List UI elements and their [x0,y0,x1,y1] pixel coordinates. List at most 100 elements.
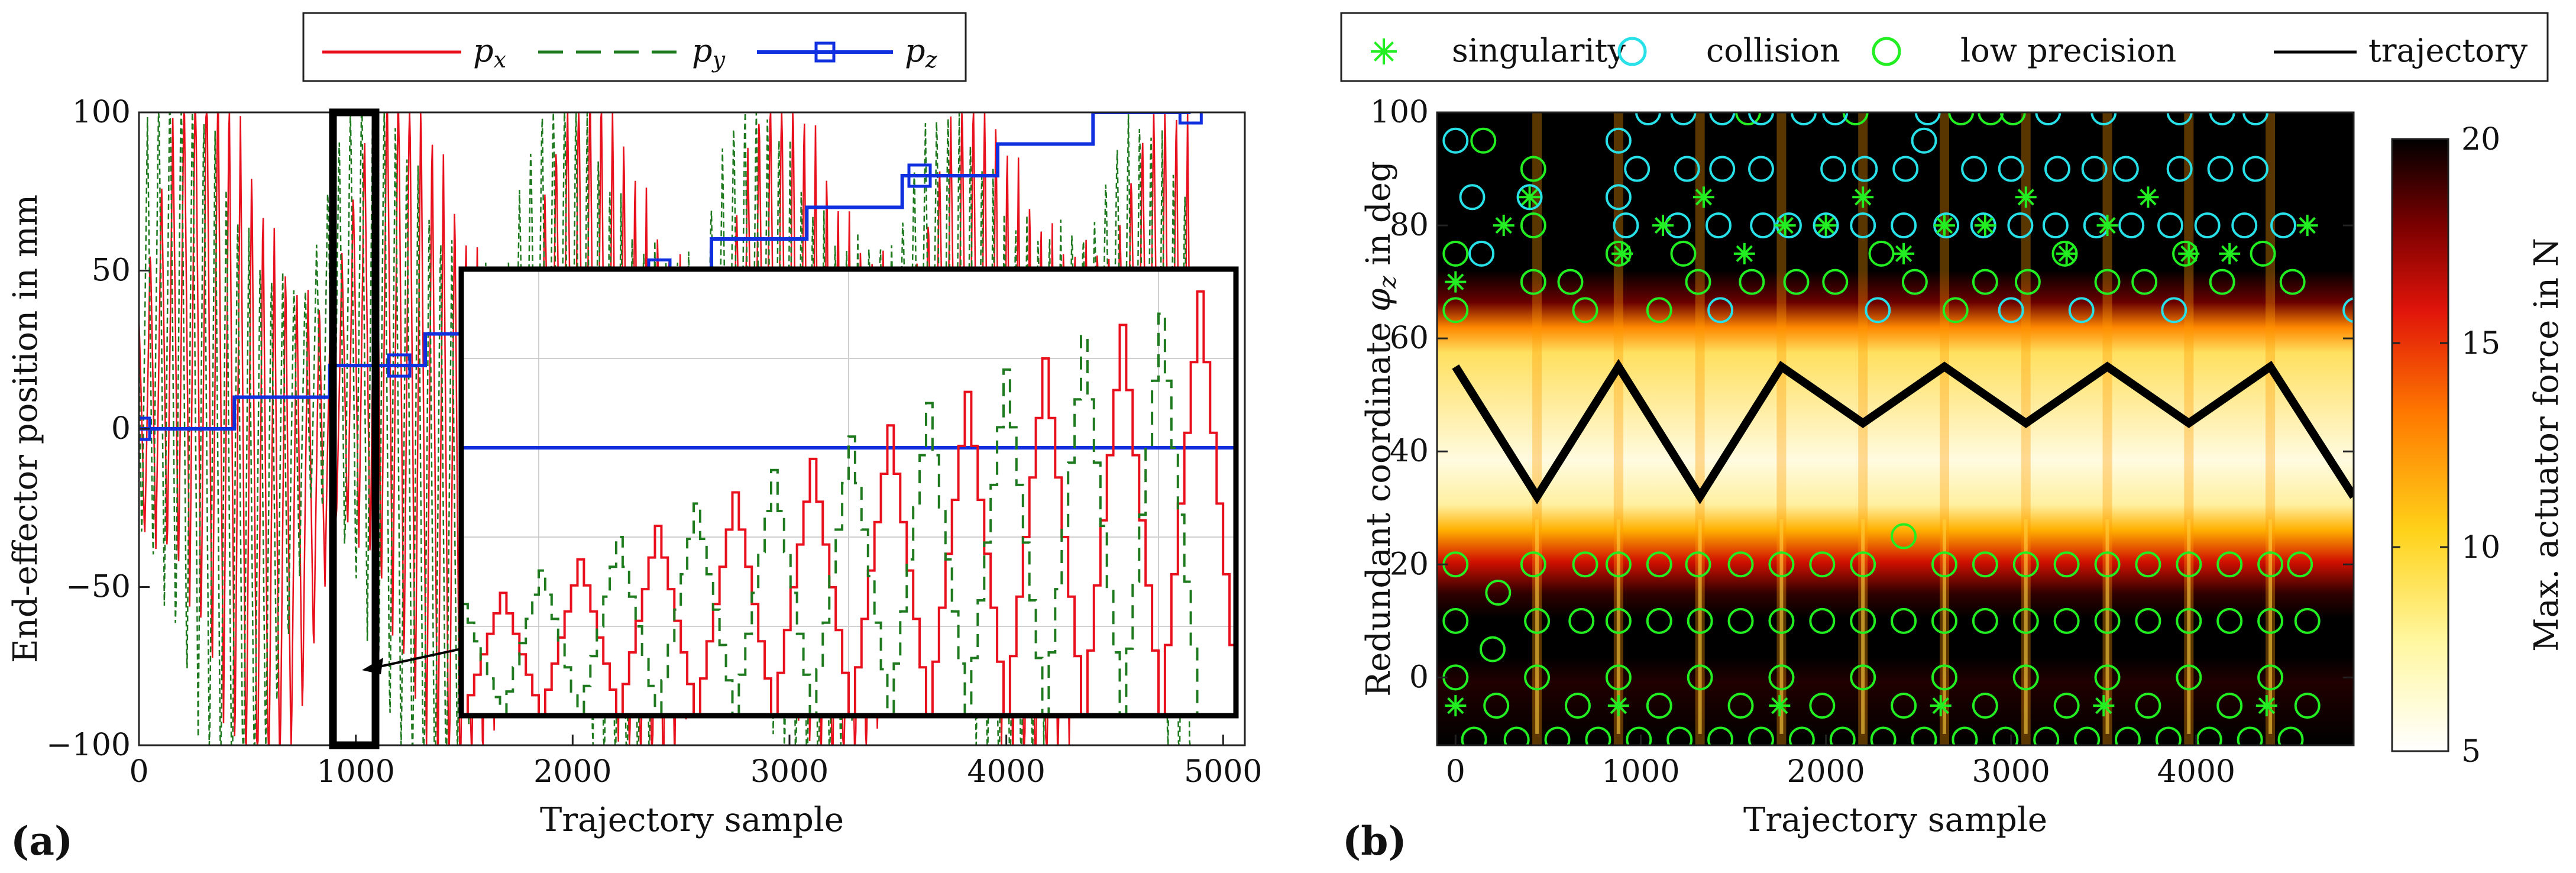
low-precision-marker [1727,607,1754,634]
legend-low-precision-label: low precision [1960,32,2176,69]
asterisk-stroke [1855,189,1872,206]
singularity-marker [1692,186,1714,208]
collision-marker [1707,297,1734,324]
heatmap-hot-stripe [1942,519,1946,734]
legend-pz-label: pz [905,32,938,73]
singularity-marker [2255,695,2277,717]
singularity-marker [1769,695,1791,717]
asterisk-stroke [2299,216,2316,234]
low-precision-marker [1931,551,1957,578]
collision-marker [2166,112,2193,125]
heatmap-hot-stripe [1613,112,1623,745]
asterisk-stroke [1936,216,1953,234]
x-tick-label: 4000 [967,754,1045,790]
heatmap-hot-stripe [2266,112,2276,745]
singularity-marker [2178,242,2200,264]
y-tick-label: 0 [111,411,131,447]
heatmap-hot-stripe [1939,112,1949,745]
panel-b-ylabel: Redundant coordinate φz in deg [1360,161,1402,697]
low-precision-marker [2012,551,2039,578]
low-precision-marker [1479,636,1506,662]
x-tick-label: 1000 [316,754,394,790]
low-precision-marker [2237,726,2263,745]
panel-a-ticks: 0 1000 2000 3000 4000 5000 −100 −50 0 50 100 [46,95,1262,790]
collision-marker [1911,127,1937,154]
low-precision-marker [1768,607,1795,634]
panel-a-legend: px py pz [302,12,967,82]
low-precision-marker [2294,607,2321,634]
low-precision-marker [1850,664,1876,691]
asterisk-stroke [1895,245,1912,262]
low-precision-marker [1972,269,1998,295]
y-tick-label: 80 [1390,208,1429,243]
heatmap-hot-stripe [2187,519,2191,734]
x-tick-label: 0 [1446,754,1465,790]
inset-frame [458,266,1239,719]
low-precision-marker [2135,693,2161,719]
collision-marker [2081,156,2108,182]
low-precision-marker [2277,726,2304,745]
pz-marker [387,353,412,378]
low-precision-marker [2216,551,2243,578]
y-tick-label: 40 [1390,434,1429,469]
singularity-marker [1493,215,1514,237]
low-precision-marker [2196,726,2222,745]
colorbar-label: Max. actuator force in N [2528,238,2566,652]
low-precision-marker [2131,269,2158,295]
low-precision-marker [1972,693,1998,719]
colorbar-tick-label: 5 [2461,734,2481,769]
singularity-marker [1774,215,1796,237]
low-precision-marker [1942,297,1969,324]
collision-marker [1605,184,1632,211]
inset-py-line [461,312,1204,716]
low-precision-marker [1646,551,1672,578]
collision-marker [2118,212,2145,239]
asterisk-stroke [1521,189,1538,206]
low-precision-marker [1978,112,2004,125]
collision-marker [2209,112,2235,125]
singularity-marker [2015,186,2037,208]
heatmap-hot-stripe [2268,519,2273,734]
asterisk-stroke [2099,216,2116,234]
trajectory-group [1452,358,2354,505]
singularity-marker [1815,215,1837,237]
collision-marker [2042,212,2069,239]
collision-marker [1998,297,2024,324]
low-precision-marker [2257,607,2284,634]
low-precision-marker [1783,269,1810,295]
heatmap [1437,112,2354,745]
x-tick-label: 5000 [1184,754,1262,790]
asterisk-stroke [1495,216,1512,234]
low-precision-marker [1972,607,1998,634]
singularity-marker [1519,186,1541,208]
low-precision-marker [2209,269,2235,295]
colorbar-tick-label: 10 [2461,530,2500,565]
collision-marker [1865,297,1891,324]
low-precision-marker [1503,726,1530,745]
low-precision-marker [1972,551,1998,578]
heatmap-hot-stripe [1861,519,1865,734]
legend-singularity-label: singularity [1452,32,1626,69]
low-precision-marker [1568,607,1595,634]
low-precision-marker [1564,693,1591,719]
asterisk-stroke [2258,697,2275,714]
asterisk-stroke [1695,189,1713,206]
trajectory-line [1452,358,2354,505]
asterisk-stroke [1736,245,1753,262]
low-precision-marker [1485,580,1512,606]
low-precision-marker [2094,269,2121,295]
x-tick-label: 1000 [1601,754,1679,790]
heatmap-hot-stripe [1616,519,1620,734]
low-precision-marker [1572,297,1598,324]
collision-marker [1605,127,1632,154]
inset-series [461,290,1236,716]
y-tick-label: −50 [66,570,131,605]
asterisk-stroke [1447,697,1464,714]
asterisk-stroke [2058,245,2075,262]
collision-marker [1891,212,1917,239]
low-precision-marker [1687,607,1713,634]
low-precision-marker [1891,607,1917,634]
asterisk-stroke [1771,697,1788,714]
collision-marker [2007,212,2034,239]
